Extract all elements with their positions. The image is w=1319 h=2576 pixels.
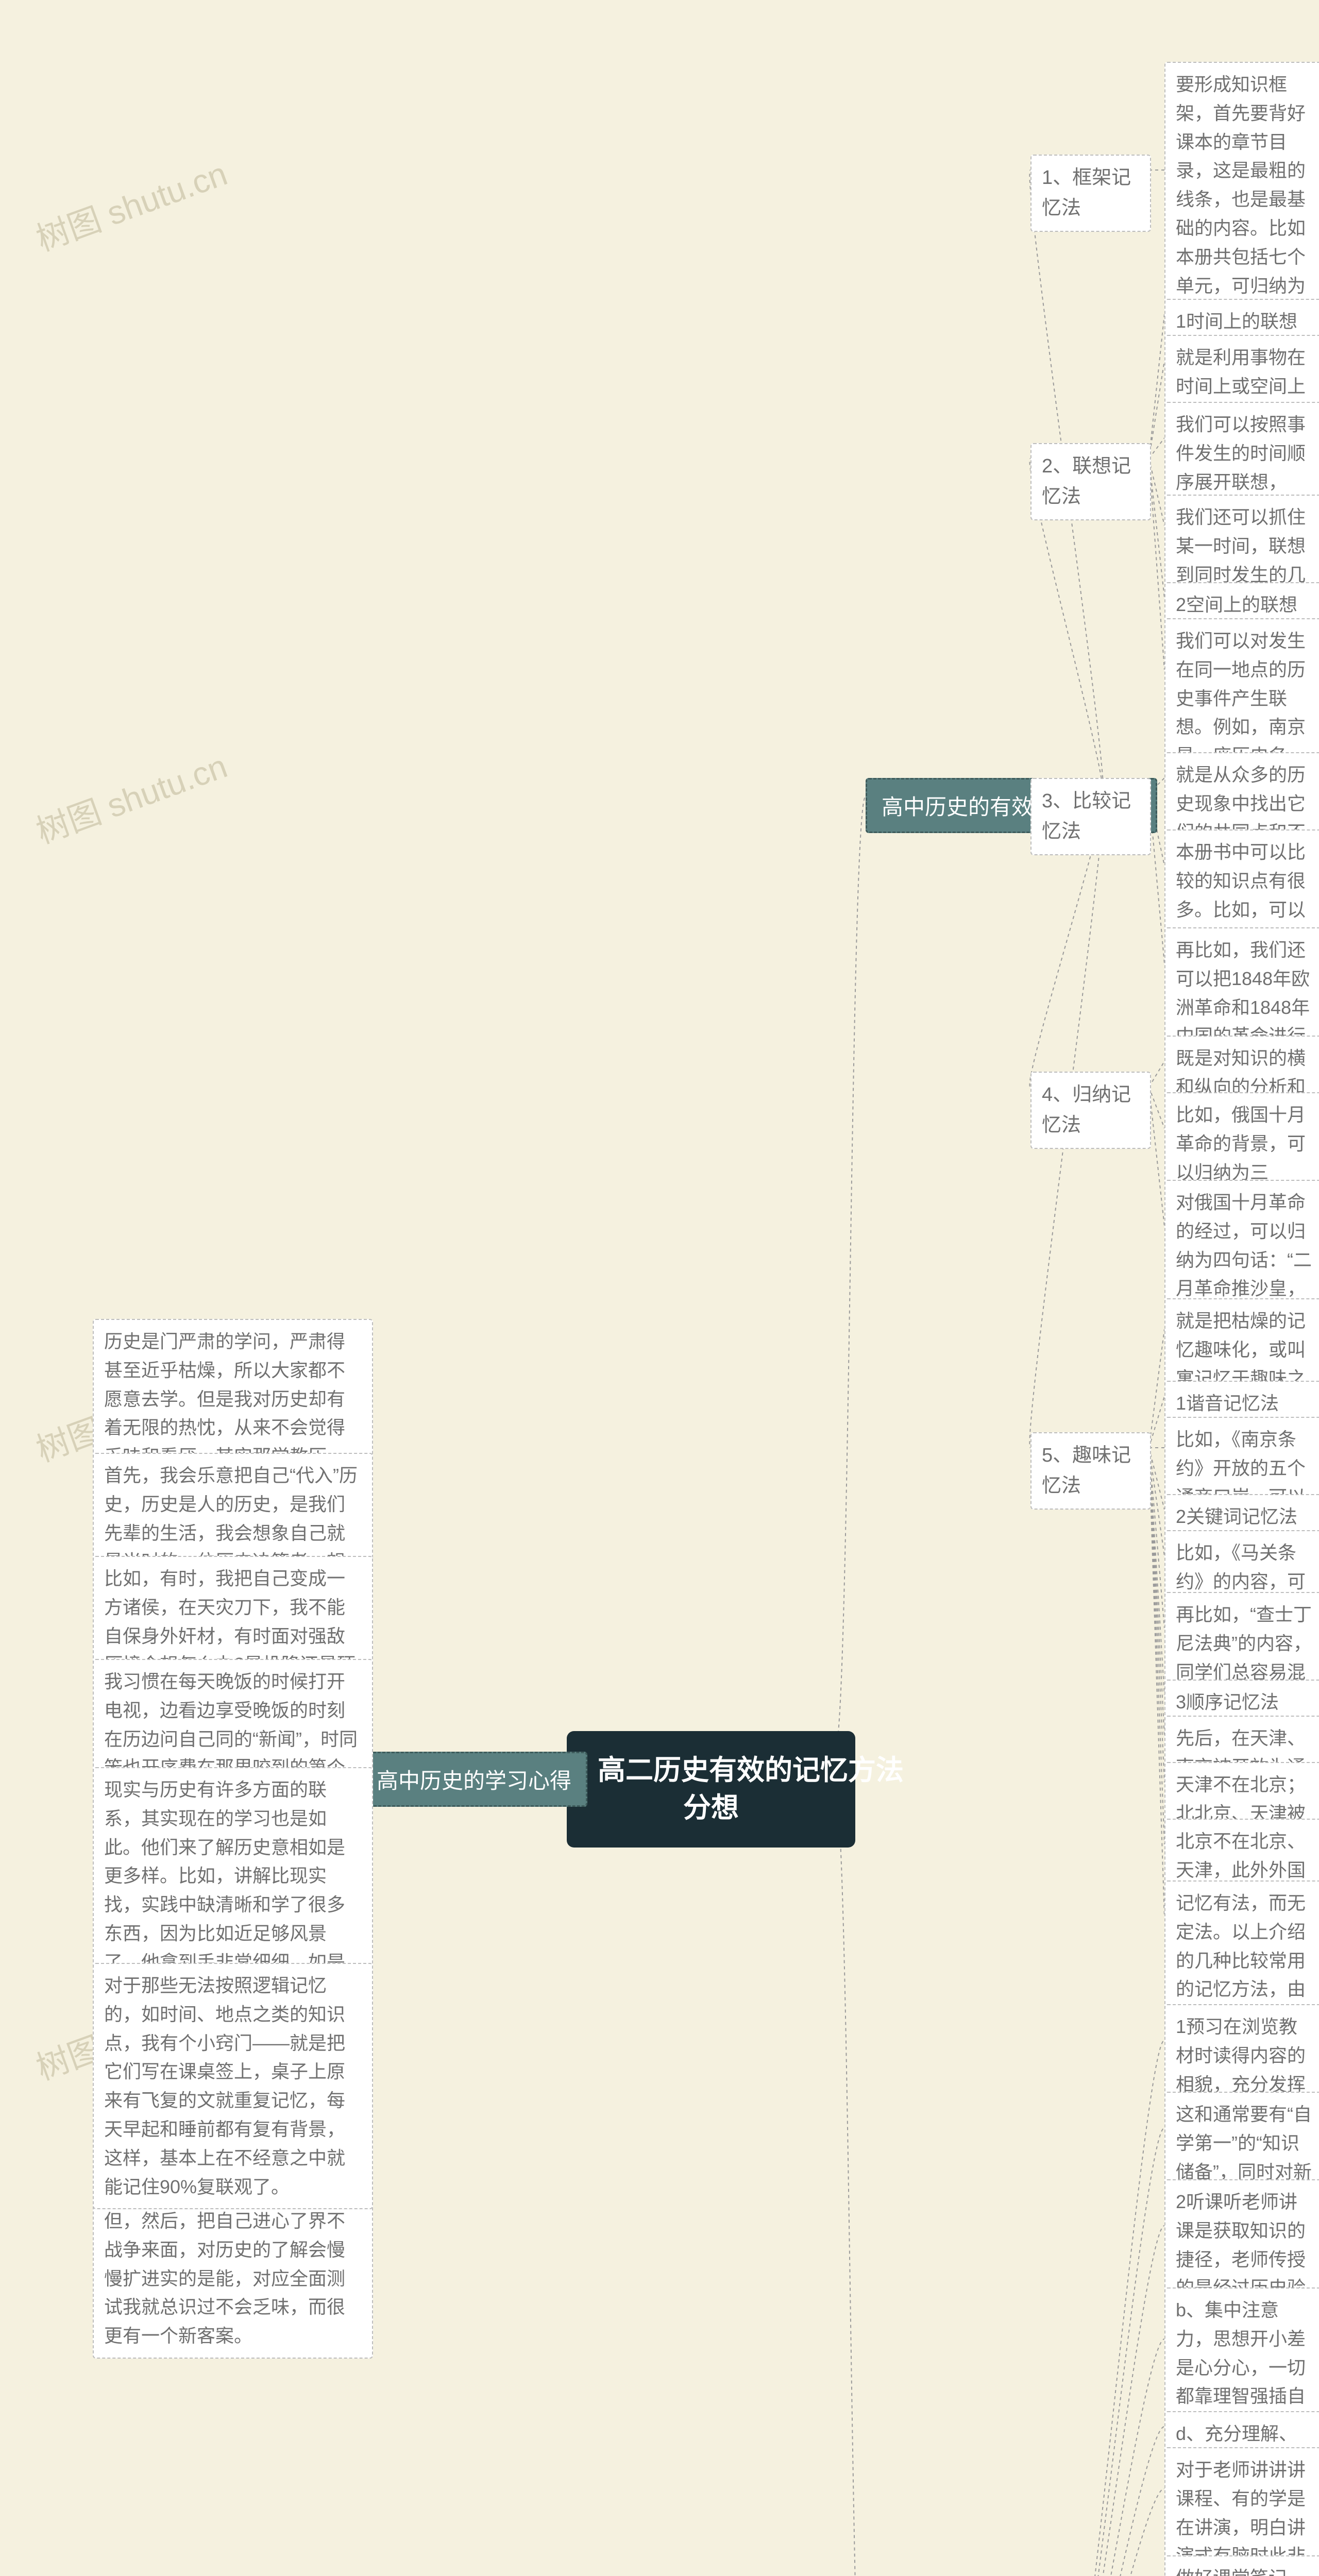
leaf-node[interactable]: 做好课堂笔记，笔记记忆法，是强化记忆的最佳方法之一，笔记、纪动采手录边做记忆，如… bbox=[1164, 2555, 1319, 2576]
mindmap-canvas: 树图 shutu.cn 树图 shutu.cn 树图 shutu.cn 树图 s… bbox=[0, 0, 1319, 2576]
leaf-node[interactable]: 对于那些无法按照逻辑记忆的，如时间、地点之类的知识点，我有个小窍门——就是把它们… bbox=[93, 1963, 373, 2209]
subbranch-5[interactable]: 5、趣味记忆法 bbox=[1030, 1432, 1151, 1510]
watermark: 树图 shutu.cn bbox=[29, 740, 233, 853]
watermark: 树图 shutu.cn bbox=[29, 147, 233, 260]
subbranch-2[interactable]: 2、联想记忆法 bbox=[1030, 443, 1151, 520]
branch-2[interactable]: 高中历史的学习心得 bbox=[361, 1752, 587, 1807]
subbranch-3[interactable]: 3、比较记忆法 bbox=[1030, 778, 1151, 855]
center-node[interactable]: 高二历史有效的记忆方法 分想 bbox=[567, 1731, 855, 1848]
subbranch-1[interactable]: 1、框架记忆法 bbox=[1030, 155, 1151, 232]
subbranch-4[interactable]: 4、归纳记忆法 bbox=[1030, 1072, 1151, 1149]
